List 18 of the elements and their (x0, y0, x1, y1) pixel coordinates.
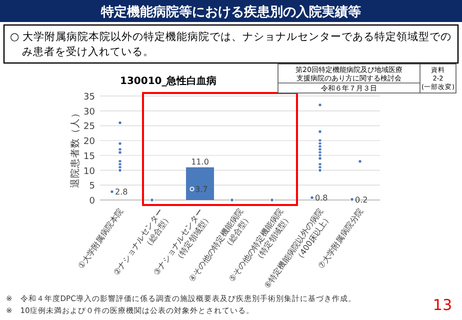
y-tick-label: 35 (84, 92, 95, 102)
data-label: 2.8 (115, 188, 128, 197)
data-label: 0.2 (355, 195, 368, 204)
y-tick-label: 5 (89, 182, 95, 192)
data-label: 0.8 (315, 194, 328, 203)
text: 130010_急性白血病 (120, 75, 217, 87)
data-label: 11.0 (191, 157, 209, 166)
chart-title: 特定機能病院等における疾患別の入院実績等 (100, 4, 361, 20)
y-tick-label: 15 (84, 152, 95, 162)
y-tick-label: 20 (84, 137, 96, 148)
data-label: 3.7 (195, 185, 208, 194)
y-axis-title: 退院患者数（人） (69, 108, 81, 188)
y-tick-label: 0 (89, 196, 96, 206)
y-tick-label: 30 (84, 107, 96, 118)
chart-subtitle: ○ 大学附属病院本院以外の特定機能病院では、ナショナルセンターである特定領域型でのみ患者を受け入れている。 (10, 30, 452, 58)
text: 13 (432, 296, 452, 314)
y-tick-label: 10 (84, 166, 96, 177)
y-tick-label: 25 (84, 122, 95, 132)
